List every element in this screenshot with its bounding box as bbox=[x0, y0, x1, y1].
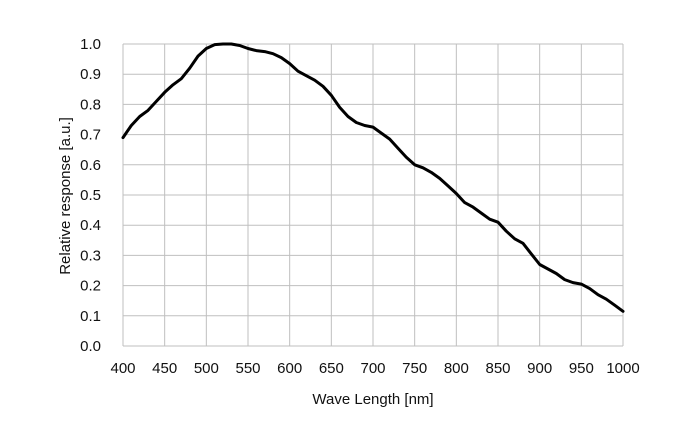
y-axis-title: Relative response [a.u.] bbox=[57, 117, 74, 275]
y-tick-label: 0.6 bbox=[80, 157, 101, 174]
response-curve-line bbox=[121, 42, 625, 313]
x-tick-label: 800 bbox=[444, 360, 469, 377]
y-axis-ticks: 0.0 0.1 0.2 0.3 0.4 0.5 0.6 0.7 0.8 0.9 1.0 bbox=[80, 36, 101, 355]
x-tick-label: 1000 bbox=[606, 360, 639, 377]
x-tick-label: 950 bbox=[569, 360, 594, 377]
y-tick-label: 0.8 bbox=[80, 96, 101, 113]
x-tick-label: 700 bbox=[360, 360, 385, 377]
x-tick-label: 450 bbox=[152, 360, 177, 377]
x-tick-label: 850 bbox=[485, 360, 510, 377]
x-tick-label: 750 bbox=[402, 360, 427, 377]
y-tick-label: 0.0 bbox=[80, 338, 101, 355]
x-axis-ticks: 400 450 500 550 600 650 700 750 800 850 900 950 1000 bbox=[110, 360, 639, 377]
y-tick-label: 0.2 bbox=[80, 278, 101, 295]
y-tick-label: 0.3 bbox=[80, 247, 101, 264]
x-tick-label: 550 bbox=[235, 360, 260, 377]
y-tick-label: 0.4 bbox=[80, 217, 101, 234]
x-tick-label: 600 bbox=[277, 360, 302, 377]
x-tick-label: 500 bbox=[194, 360, 219, 377]
grid bbox=[122, 43, 624, 347]
y-tick-label: 0.7 bbox=[80, 127, 101, 144]
x-tick-label: 650 bbox=[319, 360, 344, 377]
x-axis-title: Wave Length [nm] bbox=[312, 391, 433, 408]
x-tick-label: 400 bbox=[110, 360, 135, 377]
y-tick-label: 0.5 bbox=[80, 187, 101, 204]
y-tick-label: 1.0 bbox=[80, 36, 101, 53]
y-tick-label: 0.1 bbox=[80, 308, 101, 325]
y-tick-label: 0.9 bbox=[80, 66, 101, 83]
x-tick-label: 900 bbox=[527, 360, 552, 377]
series-group bbox=[121, 42, 625, 313]
